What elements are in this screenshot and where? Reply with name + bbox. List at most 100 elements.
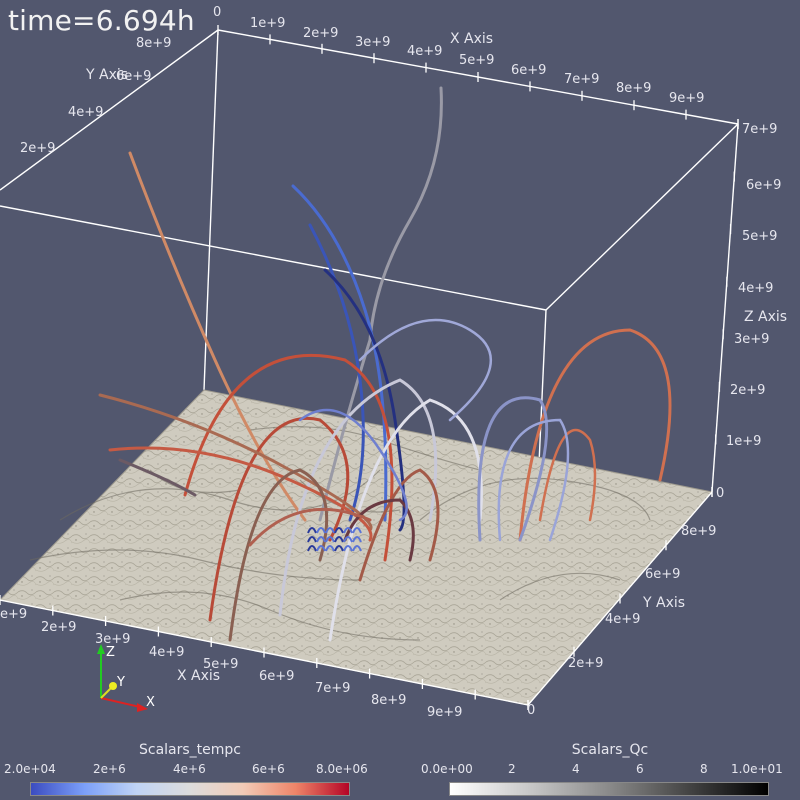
field-line-footpoint [316,527,326,534]
x-tick-label: 9e+9 [669,91,704,106]
colorbar-temp-tick: 2.0e+04 [4,762,56,776]
field-line-footpoint [316,536,326,543]
colorbar-qc-tick: 4 [572,762,580,776]
svg-text:Z: Z [106,645,115,660]
field-line [343,498,415,562]
field-line-footpoint [352,545,362,552]
field-line-footpoint [325,545,335,552]
x-tick-label: 5e+9 [459,53,494,68]
z-tick-label: 7e+9 [742,122,777,137]
colorbar-qc-tick: 1.0e+01 [731,762,783,776]
colorbar-temp-tick: 6e+6 [252,762,285,776]
x-axis-bottom-labels: e+9 2e+9 3e+9 4e+9 5e+9 X Axis 6e+9 7e+9… [0,607,462,720]
field-line [228,468,329,642]
x-tick-label: 3e+9 [355,35,390,50]
field-line-footpoint [334,536,344,543]
y-tick-label: 4e+9 [68,105,103,120]
z-axis-title: Z Axis [744,309,787,325]
colorbar-temp-tick: 2e+6 [93,762,126,776]
field-line-footpoint [334,545,344,552]
z-tick-label: 3e+9 [734,332,769,347]
x-axis-top-labels: 0 1e+9 2e+9 3e+9 4e+9 5e+9 6e+9 7e+9 8e+… [213,5,704,106]
y-tick-label: 2e+9 [20,141,55,156]
svg-text:Y: Y [116,675,125,690]
field-line-footpoint [352,536,362,543]
x-tick-label: 3e+9 [95,632,130,647]
colorbar-temp-tick: 8.0e+06 [316,762,368,776]
x-tick-label: 0 [213,5,221,20]
x-tick-label: 2e+9 [303,26,338,41]
field-line-footpoint [325,536,335,543]
x-tick-label: 7e+9 [564,72,599,87]
time-label: time=6.694h [8,4,195,37]
y-tick-label: 8e+9 [136,36,171,51]
z-tick-label: 2e+9 [730,383,765,398]
field-line-footpoint [334,527,344,534]
colorbar-qc-tick: 8 [700,762,708,776]
field-line [518,328,672,542]
field-line [308,223,365,522]
field-line [118,458,197,497]
field-line-footpoint [307,545,317,552]
field-line-footpoint [343,527,353,534]
field-line [323,268,406,532]
x-tick-label: 6e+9 [259,669,294,684]
y-tick-label: 4e+9 [605,612,640,627]
y-tick-label: 2e+9 [568,656,603,671]
field-line [128,151,307,522]
orientation-axes-widget: Z X Y [97,644,155,712]
x-tick-label: e+9 [0,607,27,622]
colorbar-qc [449,782,769,796]
z-tick-label: 4e+9 [738,281,773,296]
y-tick-label: 6e+9 [645,567,680,582]
colorbar-temp-title: Scalars_tempc [138,742,241,758]
bounding-box-back [0,29,739,706]
field-line [497,418,570,542]
x-tick-label: 1e+9 [250,16,285,31]
x-tick-label: 6e+9 [511,63,546,78]
x-tick-label: 2e+9 [41,620,76,635]
field-line [477,396,549,542]
x-tick-label: 9e+9 [427,705,462,720]
field-line-footpoint [325,527,335,534]
y-axis-left-labels: 8e+9 Y Axis 6e+9 4e+9 2e+9 [20,36,171,156]
field-line [358,318,493,422]
field-line [318,86,443,522]
y-axis-title-left: Y Axis [85,67,128,83]
axis-tick-marks [0,25,739,710]
y-tick-label: 8e+9 [681,524,716,539]
z-tick-label: 5e+9 [742,229,777,244]
colorbar-temp [30,782,350,796]
field-line-footpoint [343,545,353,552]
y-tick-label: 6e+9 [116,69,151,84]
x-tick-label: 4e+9 [407,44,442,59]
y-axis-right-labels: 0 2e+9 4e+9 Y Axis 6e+9 8e+9 [527,524,716,718]
colorbar-qc-title: Scalars_Qc [571,742,649,758]
x-tick-label: 7e+9 [315,681,350,696]
z-tick-label: 1e+9 [726,434,761,449]
field-line-footpoint [307,527,317,534]
x-tick-label: 8e+9 [371,693,406,708]
colorbar-qc-tick: 0.0e+00 [421,762,473,776]
z-axis-labels: 0 1e+9 2e+9 3e+9 Z Axis 4e+9 5e+9 6e+9 7… [716,122,787,501]
svg-text:X: X [146,695,155,710]
field-line [208,416,350,622]
z-tick-label: 6e+9 [746,178,781,193]
field-line [278,378,438,617]
x-axis-title-top: X Axis [450,31,493,47]
y-axis-title-right: Y Axis [642,595,685,611]
colorbar-qc-tick: 2 [508,762,516,776]
field-line [358,468,440,582]
colorbar-temp-tick: 4e+6 [173,762,206,776]
field-line-footpoint [343,536,353,543]
field-line [298,408,408,522]
colorbar-qc-tick: 6 [636,762,644,776]
x-tick-label: 5e+9 [203,657,238,672]
field-line [538,428,597,522]
field-line [248,507,372,547]
field-line-footpoint [307,536,317,543]
field-line-footpoint [316,545,326,552]
field-line [328,398,483,642]
